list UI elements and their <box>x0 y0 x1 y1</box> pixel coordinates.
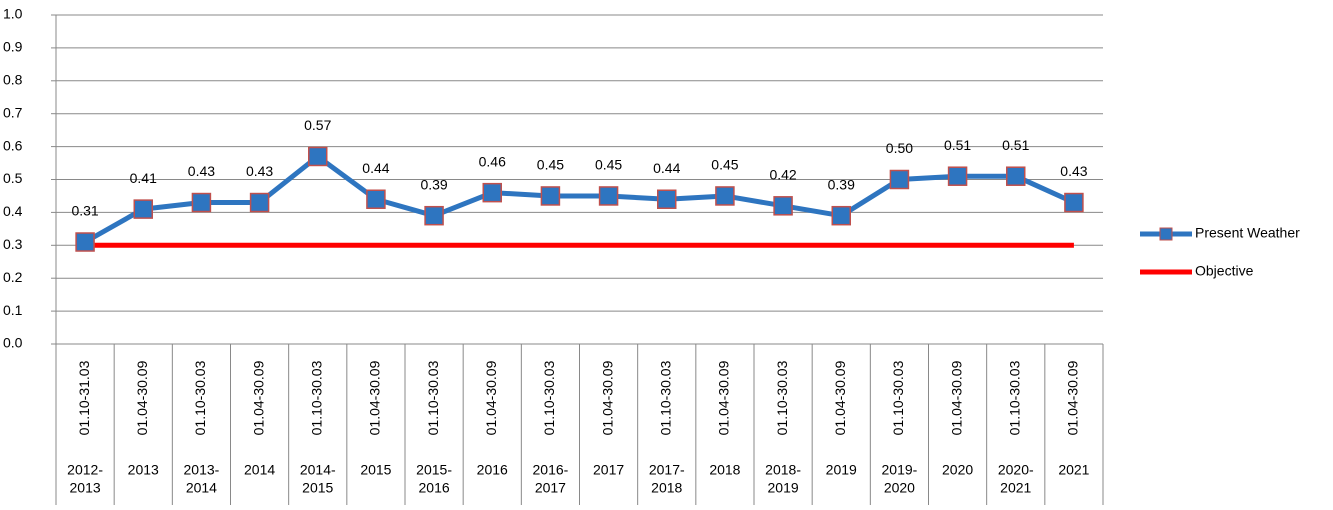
x-group-label: 2013 <box>128 462 159 478</box>
data-label: 0.39 <box>828 176 855 192</box>
marker <box>773 196 793 216</box>
marker <box>540 186 561 206</box>
y-tick-label: 0.7 <box>3 104 23 120</box>
x-group-label: 2020 <box>942 462 973 478</box>
data-label: 0.45 <box>595 157 622 173</box>
x-group-label: 2020 <box>884 480 915 496</box>
x-group-label: 2017 <box>535 480 566 496</box>
legend-marker <box>1159 227 1173 241</box>
x-tick-label: 01.10-31.03 <box>76 360 92 435</box>
x-group-label: 2013- <box>184 462 220 478</box>
marker <box>482 182 502 203</box>
x-group-label: 2018 <box>651 480 682 496</box>
x-tick-label: 01.04-30.09 <box>1065 360 1081 435</box>
y-tick-label: 0.9 <box>3 39 23 55</box>
data-label: 0.31 <box>71 203 98 219</box>
x-tick-label: 01.04-30.09 <box>832 360 848 435</box>
data-label: 0.44 <box>653 160 680 176</box>
y-tick-label: 0.5 <box>3 170 23 186</box>
x-tick-label: 01.04-30.09 <box>599 360 615 435</box>
data-label: 0.43 <box>1060 163 1087 179</box>
data-label: 0.46 <box>479 153 506 169</box>
x-tick-label: 01.10-30.03 <box>890 360 906 435</box>
x-group-label: 2012- <box>67 462 103 478</box>
x-tick-label: 01.04-30.09 <box>367 360 383 435</box>
x-tick-label: 01.04-30.09 <box>134 360 150 435</box>
x-group-label: 2017 <box>593 462 624 478</box>
legend-label: Present Weather <box>1195 225 1300 241</box>
legend-label: Objective <box>1195 263 1254 279</box>
data-label: 0.45 <box>537 157 564 173</box>
x-group-label: 2017- <box>649 462 685 478</box>
marker <box>947 166 968 186</box>
marker <box>831 205 851 226</box>
data-label: 0.42 <box>769 167 796 183</box>
x-tick-label: 01.10-30.03 <box>192 360 208 435</box>
x-group-label: 2015 <box>302 480 333 496</box>
x-group-label: 2014 <box>244 462 275 478</box>
marker <box>657 189 677 209</box>
data-label: 0.51 <box>1002 137 1029 153</box>
x-group-label: 2019- <box>882 462 918 478</box>
y-tick-label: 0.6 <box>3 137 23 153</box>
x-tick-label: 01.10-30.03 <box>774 360 790 435</box>
x-group-label: 2019 <box>768 480 799 496</box>
x-group-label: 2015 <box>360 462 391 478</box>
x-group-label: 2016- <box>533 462 569 478</box>
data-label: 0.43 <box>246 163 273 179</box>
x-tick-label: 01.10-30.03 <box>657 360 673 435</box>
x-group-label: 2015- <box>416 462 452 478</box>
x-tick-label: 01.04-30.09 <box>250 360 266 435</box>
x-tick-label: 01.04-30.09 <box>483 360 499 435</box>
marker <box>889 169 910 190</box>
x-group-label: 2014 <box>186 480 217 496</box>
marker <box>424 205 444 226</box>
y-tick-label: 1.0 <box>3 6 23 22</box>
marker <box>75 232 95 252</box>
marker <box>308 146 328 167</box>
marker <box>715 186 735 206</box>
data-label: 0.57 <box>304 117 331 133</box>
x-tick-label: 01.04-30.09 <box>948 360 964 435</box>
x-group-label: 2013 <box>70 480 101 496</box>
data-label: 0.45 <box>711 157 738 173</box>
marker <box>1064 192 1084 213</box>
x-group-label: 2018- <box>765 462 801 478</box>
series-line <box>83 153 1075 245</box>
x-group-label: 2021 <box>1000 480 1031 496</box>
x-group-label: 2016 <box>419 480 450 496</box>
marker <box>249 192 270 213</box>
x-tick-label: 01.10-30.03 <box>425 360 441 435</box>
x-group-label: 2019 <box>826 462 857 478</box>
x-tick-label: 01.10-30.03 <box>541 360 557 435</box>
marker <box>191 192 212 213</box>
data-label: 0.43 <box>188 163 215 179</box>
marker <box>598 186 619 206</box>
x-group-label: 2021 <box>1058 462 1089 478</box>
y-tick-label: 0.8 <box>3 72 23 88</box>
x-group-label: 2020- <box>998 462 1034 478</box>
y-tick-label: 0.4 <box>3 203 23 219</box>
x-tick-label: 01.04-30.09 <box>716 360 732 435</box>
marker <box>366 189 386 209</box>
y-tick-label: 0.1 <box>3 302 23 318</box>
data-label: 0.39 <box>420 176 447 192</box>
x-group-label: 2014- <box>300 462 336 478</box>
data-label: 0.50 <box>886 140 913 156</box>
y-tick-label: 0.0 <box>3 335 23 351</box>
x-group-label: 2018 <box>709 462 740 478</box>
x-tick-label: 01.10-30.03 <box>1006 360 1022 435</box>
marker <box>1006 166 1026 186</box>
data-label: 0.41 <box>130 170 157 186</box>
y-tick-label: 0.3 <box>3 236 23 252</box>
marker <box>133 199 153 219</box>
x-group-label: 2016 <box>477 462 508 478</box>
y-tick-label: 0.2 <box>3 269 23 285</box>
data-label: 0.51 <box>944 137 971 153</box>
x-tick-label: 01.10-30.03 <box>308 360 324 435</box>
data-label: 0.44 <box>362 160 389 176</box>
